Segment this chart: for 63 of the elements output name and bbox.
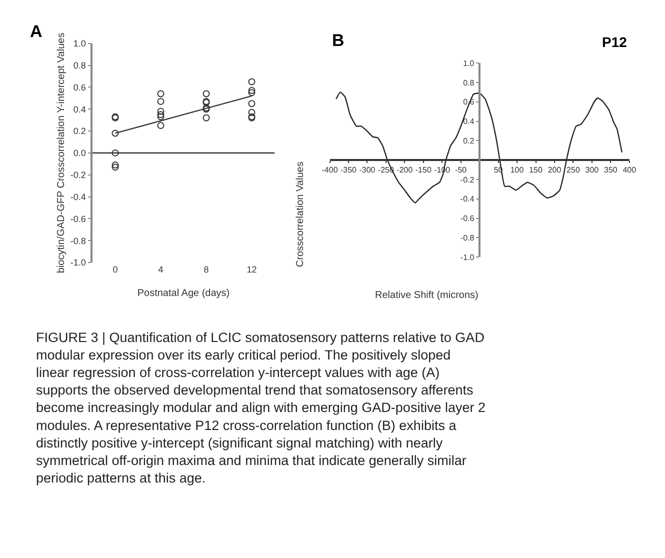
y-axis-title: biocytin/GAD-GFP Crosscorrelation Y-intercept Values: [56, 32, 67, 274]
point: [248, 108, 256, 116]
y-tick-label: -0.6: [460, 214, 475, 224]
x-tick-label: -50: [455, 165, 468, 174]
x-tick-label: 0: [112, 264, 118, 275]
point: [112, 164, 119, 171]
chart-subtitle: P12: [602, 34, 628, 50]
point: [112, 162, 119, 169]
x-tick-label: 8: [204, 264, 209, 275]
x-tick-label: 150: [529, 165, 543, 174]
point: [248, 78, 256, 86]
point: [157, 122, 164, 130]
point: [248, 100, 256, 108]
x-tick-label: 350: [604, 165, 618, 174]
point: [112, 130, 119, 137]
y-tick-label: 0.8: [463, 78, 475, 88]
y-tick-label: 0.4: [73, 104, 86, 114]
point: [157, 111, 164, 118]
x-tick-label: -350: [340, 165, 358, 174]
y-tick-label: 0.4: [463, 117, 475, 126]
y-tick-label: -0.2: [70, 170, 86, 180]
y-tick-label: -0.4: [70, 192, 86, 202]
x-axis-title: Relative Shift (microns): [375, 290, 478, 301]
point: [202, 114, 210, 122]
point: [157, 108, 164, 115]
y-tick-label: 0.2: [463, 136, 475, 146]
y-tick-label: -0.8: [70, 236, 86, 246]
x-tick-label: 4: [158, 264, 164, 275]
x-tick-label: 12: [246, 264, 257, 275]
y-tick-label: -0.2: [460, 175, 475, 184]
point: [112, 149, 119, 156]
y-tick-label: 1.0: [463, 58, 475, 68]
point: [157, 98, 164, 105]
y-tick-label: -0.4: [460, 194, 475, 204]
y-tick-label: 0.8: [73, 60, 86, 70]
y-tick-label: -1.0: [70, 258, 86, 268]
y-tick-label: -1.0: [460, 252, 475, 262]
y-tick-label: -0.6: [70, 214, 86, 224]
x-tick-label: 400: [622, 165, 637, 174]
y-tick-label: 0.0: [73, 148, 86, 158]
chart-title: B: [332, 31, 344, 50]
x-tick-label: -150: [415, 165, 432, 174]
point: [157, 90, 164, 98]
y-tick-label: 0.6: [73, 82, 86, 92]
x-tick-label: -400: [322, 165, 338, 174]
line-series: [336, 92, 623, 204]
x-axis-title: Postnatal Age (days): [137, 288, 230, 300]
chart-title: A: [30, 22, 42, 41]
y-axis-title: Crosscorrelation Values: [294, 162, 306, 268]
x-tick-label: 300: [585, 165, 600, 174]
point: [202, 90, 210, 98]
y-tick-label: -0.8: [460, 233, 475, 242]
y-tick-label: 0.2: [73, 126, 86, 136]
x-tick-label: 200: [548, 165, 562, 174]
x-tick-label: 100: [510, 165, 524, 174]
point: [248, 86, 256, 94]
x-tick-label: -300: [359, 165, 376, 174]
text: FIGURE 3 | Quantification of LCIC somatosensory patterns relative to GAD modular expression over its early critical period. The positively sloped linear regression of cross-correlation y-intercept values with age (A) supports the observed developmental trend that somatosensory afferents become increasingly modular and align with emerging GAD-positive layer 2 modules. A representative P12 cross-correlation function (B) exhibits a distinctly positive y-intercept (significant signal matching) with nearly symmetrical off-origin maxima and minima that indicate generally similar periodic patterns at this age.: [36, 330, 486, 486]
point: [157, 113, 164, 120]
point: [248, 89, 256, 96]
x-tick-label: 250: [566, 165, 580, 174]
y-tick-label: 1.0: [73, 38, 86, 49]
x-tick-label: -200: [396, 165, 414, 174]
